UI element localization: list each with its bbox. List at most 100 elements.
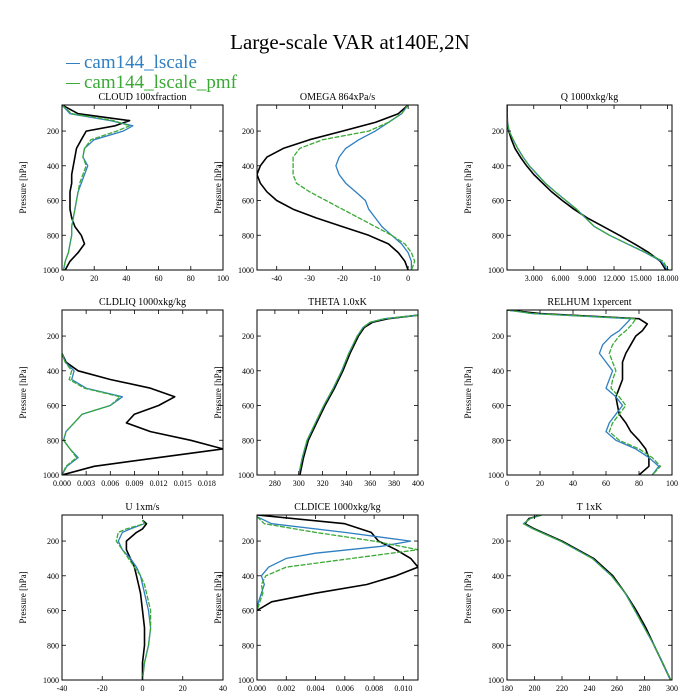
- x-tick-label: 60: [155, 274, 163, 283]
- panel-title: RELHUM 1xpercent: [547, 297, 631, 308]
- series-line-obs: [125, 519, 148, 680]
- x-tick-label: 80: [187, 274, 195, 283]
- series-line-cam144-lscale-pmf: [62, 105, 131, 270]
- series-line-obs: [62, 353, 223, 475]
- series-line-cam144-lscale: [507, 105, 669, 270]
- panel-title: Q 1000xkg/kg: [561, 92, 619, 103]
- panel-title: CLDLIQ 1000xkg/kg: [99, 297, 186, 308]
- plot-frame: [256, 309, 419, 476]
- y-tick-label: 800: [242, 231, 254, 240]
- y-axis-label: Pressure [hPa]: [213, 161, 223, 213]
- y-tick-label: 400: [492, 162, 504, 171]
- y-tick-label: 200: [242, 127, 254, 136]
- y-axis-label: Pressure [hPa]: [463, 571, 473, 623]
- y-tick-label: 1000: [488, 676, 504, 685]
- y-tick-label: 200: [47, 127, 59, 136]
- x-tick-label: 0.010: [394, 684, 412, 693]
- y-tick-label: 800: [47, 641, 59, 650]
- x-tick-label: 0.008: [365, 684, 383, 693]
- y-tick-label: 800: [492, 231, 504, 240]
- y-tick-label: 200: [492, 332, 504, 341]
- y-tick-label: 600: [242, 402, 254, 411]
- legend-label: cam144_lscale: [84, 52, 197, 73]
- y-tick-label: 1000: [238, 676, 254, 685]
- x-tick-label: 18.000: [657, 274, 679, 283]
- x-tick-label: -30: [304, 274, 315, 283]
- x-tick-label: 300: [293, 479, 305, 488]
- y-tick-label: 1000: [238, 266, 254, 275]
- x-tick-label: 300: [666, 684, 678, 693]
- y-tick-label: 200: [47, 537, 59, 546]
- x-tick-label: 3.000: [525, 274, 543, 283]
- y-tick-label: 600: [492, 197, 504, 206]
- y-axis-label: Pressure [hPa]: [213, 366, 223, 418]
- x-tick-label: 9.000: [578, 274, 596, 283]
- x-tick-label: -40: [57, 684, 68, 693]
- x-tick-label: 12.000: [603, 274, 625, 283]
- panel-title: U 1xm/s: [125, 502, 159, 513]
- x-tick-label: 0.006: [336, 684, 354, 693]
- x-tick-label: 0: [60, 274, 64, 283]
- series-line-cam144-lscale-pmf: [298, 314, 418, 475]
- series-line-cam144-lscale-pmf: [507, 105, 669, 270]
- y-tick-label: 200: [242, 332, 254, 341]
- y-tick-label: 800: [492, 641, 504, 650]
- x-tick-label: -10: [370, 274, 381, 283]
- x-tick-label: 20: [90, 274, 98, 283]
- y-axis-label: Pressure [hPa]: [18, 161, 28, 213]
- plot-frame: [61, 514, 224, 681]
- x-tick-label: 0.002: [277, 684, 295, 693]
- y-tick-label: 1000: [238, 471, 254, 480]
- y-axis-label: Pressure [hPa]: [463, 161, 473, 213]
- y-tick-label: 400: [242, 367, 254, 376]
- y-axis-label: Pressure [hPa]: [18, 571, 28, 623]
- x-tick-label: 360: [364, 479, 376, 488]
- series-line-cam144-lscale-pmf: [62, 353, 121, 475]
- x-tick-label: 0.015: [174, 479, 192, 488]
- series-line-cam144-lscale: [522, 515, 672, 680]
- y-tick-label: 1000: [43, 676, 59, 685]
- y-tick-label: 600: [242, 197, 254, 206]
- series-line-cam144-lscale-pmf: [115, 519, 152, 680]
- series-line-cam144-lscale-pmf: [507, 310, 662, 475]
- y-tick-label: 600: [492, 607, 504, 616]
- y-tick-label: 600: [47, 197, 59, 206]
- y-tick-label: 400: [47, 572, 59, 581]
- y-tick-label: 1000: [43, 471, 59, 480]
- y-tick-label: 600: [492, 402, 504, 411]
- x-tick-label: 15.000: [630, 274, 652, 283]
- y-tick-label: 800: [242, 641, 254, 650]
- x-tick-label: 40: [122, 274, 130, 283]
- panel-title: CLDICE 1000xkg/kg: [294, 502, 380, 513]
- y-tick-label: 800: [47, 231, 59, 240]
- y-tick-label: 1000: [43, 266, 59, 275]
- plot-frame: [256, 104, 419, 271]
- y-tick-label: 600: [47, 607, 59, 616]
- y-tick-label: 600: [242, 607, 254, 616]
- y-axis-label: Pressure [hPa]: [213, 571, 223, 623]
- plot-frame: [61, 309, 224, 476]
- x-tick-label: 0.000: [248, 684, 266, 693]
- x-tick-label: 0: [406, 274, 410, 283]
- panel-title: OMEGA 864xPa/s: [300, 92, 375, 103]
- x-tick-label: 20: [179, 684, 187, 693]
- series-line-cam144-lscale: [62, 105, 134, 270]
- series-line-cam144-lscale-pmf: [257, 516, 418, 611]
- x-tick-label: 0: [141, 684, 145, 693]
- y-tick-label: 400: [492, 572, 504, 581]
- y-axis-label: Pressure [hPa]: [18, 366, 28, 418]
- x-tick-label: 0: [505, 479, 509, 488]
- x-tick-label: 320: [317, 479, 329, 488]
- x-tick-label: 0.003: [77, 479, 95, 488]
- x-tick-label: 0.004: [307, 684, 325, 693]
- x-tick-label: 280: [639, 684, 651, 693]
- x-tick-label: 20: [536, 479, 544, 488]
- x-tick-label: 0.012: [150, 479, 168, 488]
- y-tick-label: 600: [47, 402, 59, 411]
- legend-line-icon: [66, 83, 80, 85]
- y-axis-label: Pressure [hPa]: [463, 366, 473, 418]
- x-tick-label: 400: [412, 479, 424, 488]
- y-tick-label: 400: [492, 367, 504, 376]
- x-tick-label: 0.006: [101, 479, 119, 488]
